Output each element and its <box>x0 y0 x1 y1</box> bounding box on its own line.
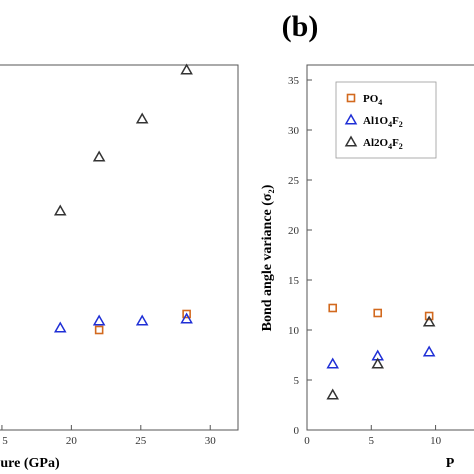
right-x-tick-label: 5 <box>369 435 375 447</box>
panel-label: (b) <box>282 10 319 43</box>
left-data-point <box>92 150 106 162</box>
right-data-point <box>326 357 340 369</box>
right-data-point <box>326 388 340 400</box>
left-data-point <box>92 314 106 326</box>
right-x-ticks: 0 5 10 <box>304 425 442 447</box>
left-x-tick-label: 5 <box>2 435 8 447</box>
right-data-marks <box>326 303 436 400</box>
left-data-point <box>94 325 104 335</box>
left-data-point <box>180 63 193 75</box>
left-data-point <box>135 112 149 124</box>
legend-label: Al2O4F2 <box>363 137 403 151</box>
right-y-tick-label: 15 <box>288 275 300 287</box>
right-y-tick-label: 20 <box>288 225 300 237</box>
left-x-axis-label: ure (GPa) <box>0 456 60 471</box>
right-y-tick-label: 25 <box>288 175 300 187</box>
right-data-point <box>371 357 385 369</box>
left-data-point <box>53 204 67 216</box>
legend-marker <box>344 113 358 125</box>
left-plot-frame <box>0 64 239 431</box>
right-data-point <box>422 345 436 357</box>
right-y-tick-label: 35 <box>288 75 300 87</box>
right-x-tick-label: 10 <box>430 435 442 447</box>
left-data-point <box>135 314 149 326</box>
left-data-point <box>53 321 67 333</box>
legend-label: Al1O4F2 <box>363 115 403 129</box>
right-y-tick-label: 10 <box>288 325 300 337</box>
left-data-marks <box>53 63 193 335</box>
right-data-point <box>422 315 436 327</box>
legend-label: PO4 <box>363 93 382 107</box>
legend: PO4 Al1O4F2 Al2O4F2 <box>335 81 437 159</box>
left-data-point <box>182 309 191 319</box>
right-y-tick-label: 0 <box>294 425 300 437</box>
right-y-tick-label: 5 <box>294 375 300 387</box>
right-y-axis-label: Bond angle variance (σ₂) <box>260 184 275 331</box>
right-plot-frame <box>306 64 474 431</box>
left-data-point <box>180 312 193 324</box>
left-x-tick-label: 20 <box>66 435 78 447</box>
left-x-tick-label: 25 <box>135 435 147 447</box>
right-data-point <box>328 303 338 313</box>
right-panel: 0 5 10 15 20 25 30 35 0 5 10 Bond angle variance … <box>260 64 474 471</box>
right-data-point <box>373 308 383 318</box>
legend-marker <box>346 93 356 103</box>
right-data-point <box>424 311 434 321</box>
right-x-tick-label: 0 <box>304 435 310 447</box>
right-y-ticks: 0 5 10 15 20 25 30 35 <box>288 75 312 437</box>
legend-marker <box>344 135 358 147</box>
left-x-ticks: 5 20 25 30 <box>1 425 217 447</box>
left-panel: 5 20 25 30 ure (GPa) <box>0 63 239 471</box>
left-x-tick-label: 30 <box>205 435 217 447</box>
right-y-tick-label: 30 <box>288 125 300 137</box>
right-x-axis-label: P <box>446 456 455 471</box>
